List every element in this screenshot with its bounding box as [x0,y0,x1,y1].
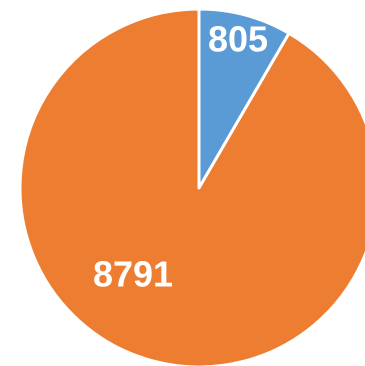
pie-slices [18,7,365,366]
pie-slice-8791 [18,7,365,366]
data-label-805: 805 [208,19,268,60]
data-label-8791: 8791 [93,254,173,295]
pie-slice-805 [197,7,291,190]
pie-data-labels: 805 8791 [93,19,268,295]
